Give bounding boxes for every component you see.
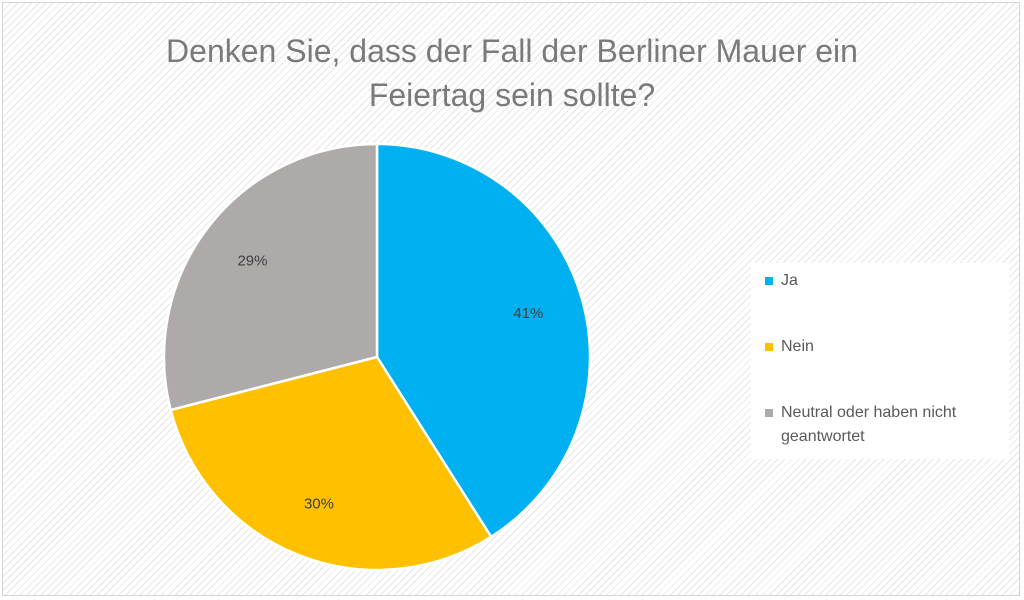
- legend-item-neutral: Neutral oder haben nicht geantwortet: [765, 401, 1011, 449]
- pie-slice-neutral: [162, 142, 379, 412]
- chart-title-line-2: Feiertag sein sollte?: [368, 77, 656, 113]
- chart-title-line-1: Denken Sie, dass der Fall der Berliner M…: [166, 33, 858, 69]
- pie-chart: 41% 30% 29%: [162, 142, 592, 572]
- data-label-nein: 30%: [304, 496, 334, 513]
- legend-swatch-neutral: [765, 409, 773, 417]
- pie-slice-nein: [169, 355, 493, 572]
- legend: Ja Nein Neutral oder haben nicht geantwo…: [751, 263, 1009, 459]
- data-label-neutral: 29%: [237, 252, 267, 269]
- chart-title: Denken Sie, dass der Fall der Berliner M…: [3, 29, 1021, 117]
- legend-label-nein: Nein: [781, 338, 814, 355]
- legend-swatch-nein: [765, 343, 773, 351]
- legend-item-ja: Ja: [765, 269, 1011, 293]
- legend-label-neutral: Neutral oder haben nicht geantwortet: [781, 404, 957, 445]
- legend-item-nein: Nein: [765, 335, 1011, 359]
- legend-swatch-ja: [765, 277, 773, 285]
- data-label-ja: 41%: [513, 305, 543, 322]
- legend-label-ja: Ja: [781, 272, 798, 289]
